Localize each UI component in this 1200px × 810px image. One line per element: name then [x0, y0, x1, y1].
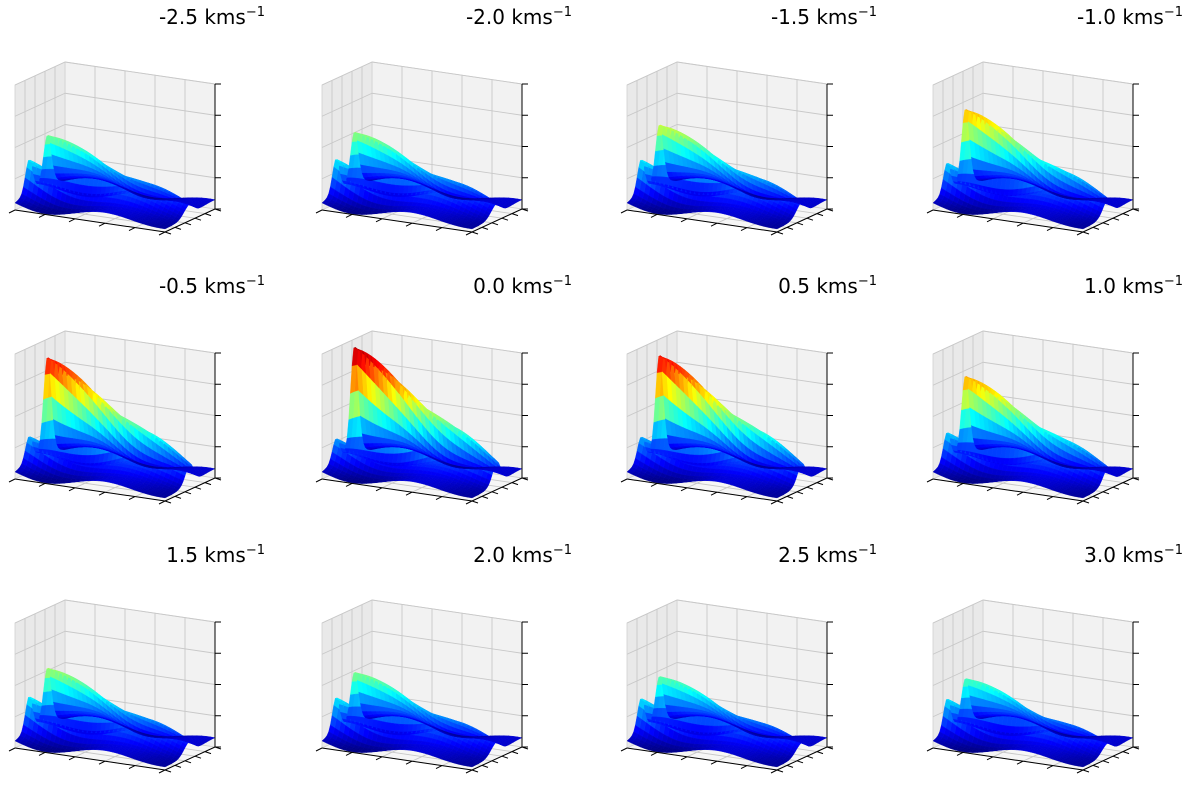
unit-exponent: −1 [553, 5, 572, 20]
axis-lines [926, 621, 1140, 774]
panel-title: -2.0 kms−1 [466, 5, 572, 29]
axis-lines [315, 621, 529, 774]
axis-lines [620, 352, 834, 505]
axis-lines [620, 621, 834, 774]
panel-title: 2.5 kms−1 [778, 543, 877, 567]
unit-exponent: −1 [246, 274, 265, 289]
unit-exponent: −1 [246, 543, 265, 558]
unit-exponent: −1 [1164, 5, 1183, 20]
surface-panel: -2.5 kms−1 [8, 5, 265, 236]
surface-mesh [14, 357, 216, 499]
surface-panel: -0.5 kms−1 [8, 274, 265, 505]
panel-title: 0.0 kms−1 [473, 274, 572, 298]
unit-exponent: −1 [858, 543, 877, 558]
surface-panel: -1.5 kms−1 [620, 5, 877, 236]
panel-title: 0.5 kms−1 [778, 274, 877, 298]
panel-title: -1.0 kms−1 [1077, 5, 1183, 29]
surface-panel: 2.5 kms−1 [620, 543, 877, 774]
surface-panel: 1.0 kms−1 [926, 274, 1183, 505]
axis-lines [620, 83, 834, 236]
axis-lines [926, 352, 1140, 505]
unit-exponent: −1 [858, 5, 877, 20]
panel-title: 3.0 kms−1 [1084, 543, 1183, 567]
axis-lines [926, 83, 1140, 236]
panel-title: 1.5 kms−1 [166, 543, 265, 567]
surface-mesh [626, 676, 828, 768]
unit-exponent: −1 [1164, 543, 1183, 558]
surface-mesh [626, 355, 828, 499]
unit-exponent: −1 [553, 543, 572, 558]
panel-title: 1.0 kms−1 [1084, 274, 1183, 298]
surface-panel: -2.0 kms−1 [315, 5, 572, 236]
axis-lines [315, 352, 529, 505]
surface-mesh [932, 678, 1134, 768]
surface-mesh [14, 135, 216, 230]
surface-mesh [14, 667, 216, 768]
panel-title: 2.0 kms−1 [473, 543, 572, 567]
unit-exponent: −1 [246, 5, 265, 20]
surface-mesh [321, 346, 523, 499]
panel-title: -1.5 kms−1 [771, 5, 877, 29]
surface-panel: 3.0 kms−1 [926, 543, 1183, 774]
axis-lines [8, 83, 222, 236]
axis-lines [8, 352, 222, 505]
surface-panel: 1.5 kms−1 [8, 543, 265, 774]
unit-exponent: −1 [1164, 274, 1183, 289]
surface-panel: 0.5 kms−1 [620, 274, 877, 505]
surface-panel: 2.0 kms−1 [315, 543, 572, 774]
axis-lines [315, 83, 529, 236]
panel-title: -2.5 kms−1 [159, 5, 265, 29]
surface-mesh [932, 376, 1134, 499]
unit-exponent: −1 [553, 274, 572, 289]
surface-panel: -1.0 kms−1 [926, 5, 1183, 236]
surface-mesh [321, 132, 523, 230]
surface-panel: 0.0 kms−1 [315, 274, 572, 505]
surface-mesh [932, 109, 1134, 230]
unit-exponent: −1 [858, 274, 877, 289]
axis-lines [8, 621, 222, 774]
panel-title: -0.5 kms−1 [159, 274, 265, 298]
surface-mesh [626, 124, 828, 230]
surface-mesh [321, 672, 523, 768]
